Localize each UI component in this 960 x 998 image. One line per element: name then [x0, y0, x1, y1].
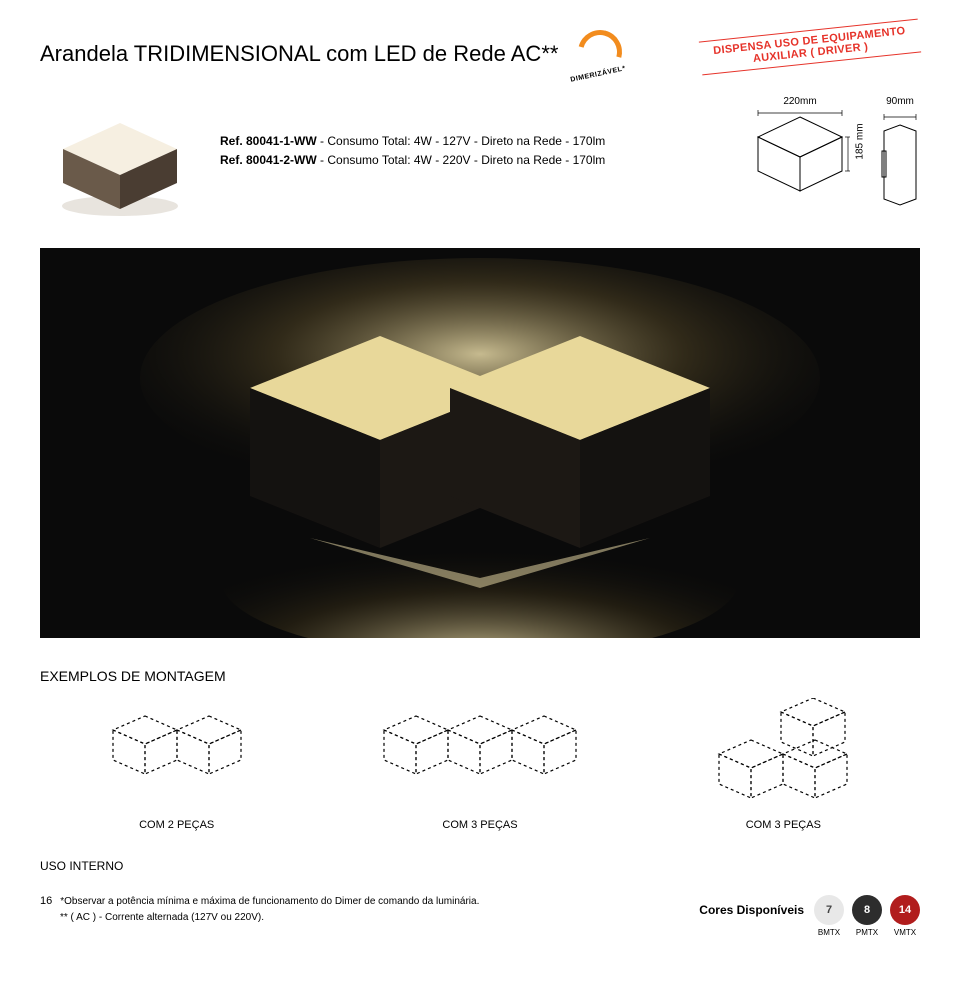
example-item: COM 3 PEÇAS — [647, 698, 920, 831]
example-item: COM 3 PEÇAS — [343, 698, 616, 831]
page-title: Arandela TRIDIMENSIONAL com LED de Rede … — [40, 41, 558, 67]
colors-available: Cores Disponíveis 7BMTX8PMTX14VMTX — [699, 895, 920, 925]
color-swatch: 7BMTX — [814, 895, 844, 925]
page-number: 16 — [40, 893, 52, 910]
product-thumbnail — [40, 96, 200, 226]
dimmable-badge: DIMERIZÁVEL* — [570, 30, 634, 78]
product-photo — [40, 248, 920, 638]
color-swatch: 14VMTX — [890, 895, 920, 925]
reference-list: Ref. 80041-1-WW - Consumo Total: 4W - 12… — [220, 96, 730, 170]
color-swatch: 8PMTX — [852, 895, 882, 925]
ref-row: Ref. 80041-1-WW - Consumo Total: 4W - 12… — [220, 132, 730, 151]
examples-row: COM 2 PEÇAS — [40, 698, 920, 831]
examples-heading: EXEMPLOS DE MONTAGEM — [40, 668, 920, 684]
dimensions-diagram: 220mm 185 mm 90mm — [750, 96, 920, 211]
example-item: COM 2 PEÇAS — [40, 698, 313, 831]
ref-row: Ref. 80041-2-WW - Consumo Total: 4W - 22… — [220, 151, 730, 170]
footer-notes: 16*Observar a potência mínima e máxima d… — [40, 893, 479, 925]
usage-label: USO INTERNO — [40, 859, 920, 873]
